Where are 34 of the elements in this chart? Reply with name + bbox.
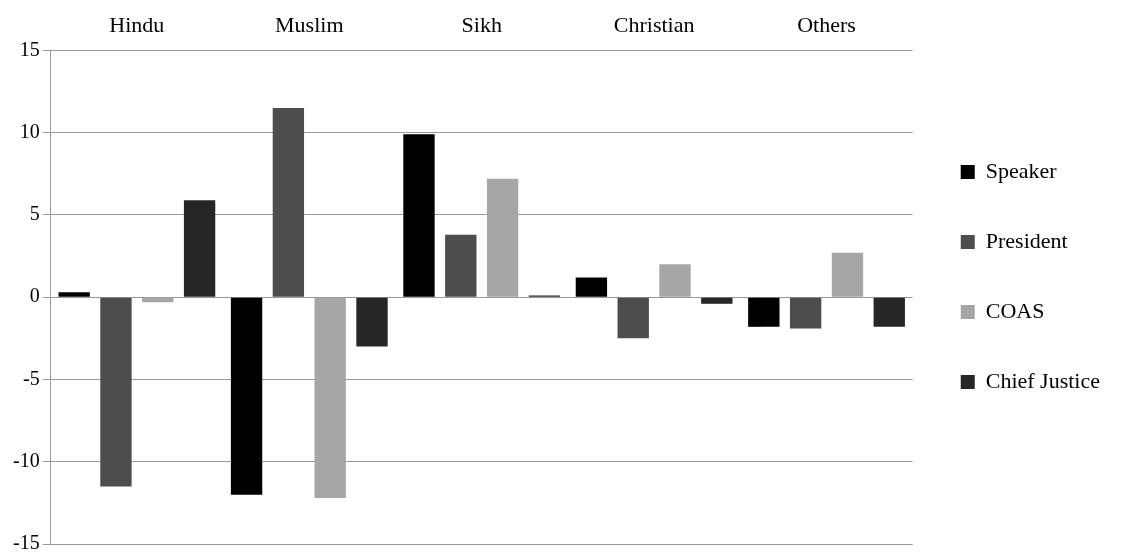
x-tick-label: Others — [797, 11, 856, 37]
bar — [789, 297, 822, 329]
bar — [445, 234, 477, 297]
bar — [403, 134, 435, 297]
y-tick-label: 5 — [29, 202, 40, 225]
x-tick-label: Hindu — [109, 11, 165, 37]
bar — [58, 292, 90, 297]
y-tick-label: -5 — [22, 366, 40, 389]
bar — [831, 252, 864, 297]
bar — [873, 297, 905, 327]
bar — [486, 178, 519, 297]
bar — [314, 297, 346, 498]
bar — [230, 297, 263, 495]
legend-label: Chief Justice — [985, 367, 1101, 393]
y-tick-label: 0 — [29, 284, 40, 307]
y-tick-label: -15 — [12, 531, 40, 554]
bar — [356, 297, 388, 347]
x-tick-label: Sikh — [461, 11, 502, 37]
bar — [659, 264, 691, 297]
bar — [575, 277, 608, 297]
y-tick-label: 15 — [19, 37, 40, 60]
legend-label: Speaker — [985, 157, 1058, 183]
y-tick-label: -10 — [12, 448, 40, 471]
bar — [272, 107, 305, 297]
bar — [100, 297, 132, 487]
bar — [701, 297, 733, 304]
bar — [183, 200, 216, 297]
bar — [617, 297, 649, 339]
legend-label: COAS — [985, 297, 1045, 323]
y-tick-label: 10 — [19, 119, 40, 142]
x-tick-label: Muslim — [275, 11, 344, 37]
legend-label: President — [985, 227, 1068, 253]
x-tick-label: Christian — [613, 11, 695, 37]
bar — [748, 297, 780, 327]
